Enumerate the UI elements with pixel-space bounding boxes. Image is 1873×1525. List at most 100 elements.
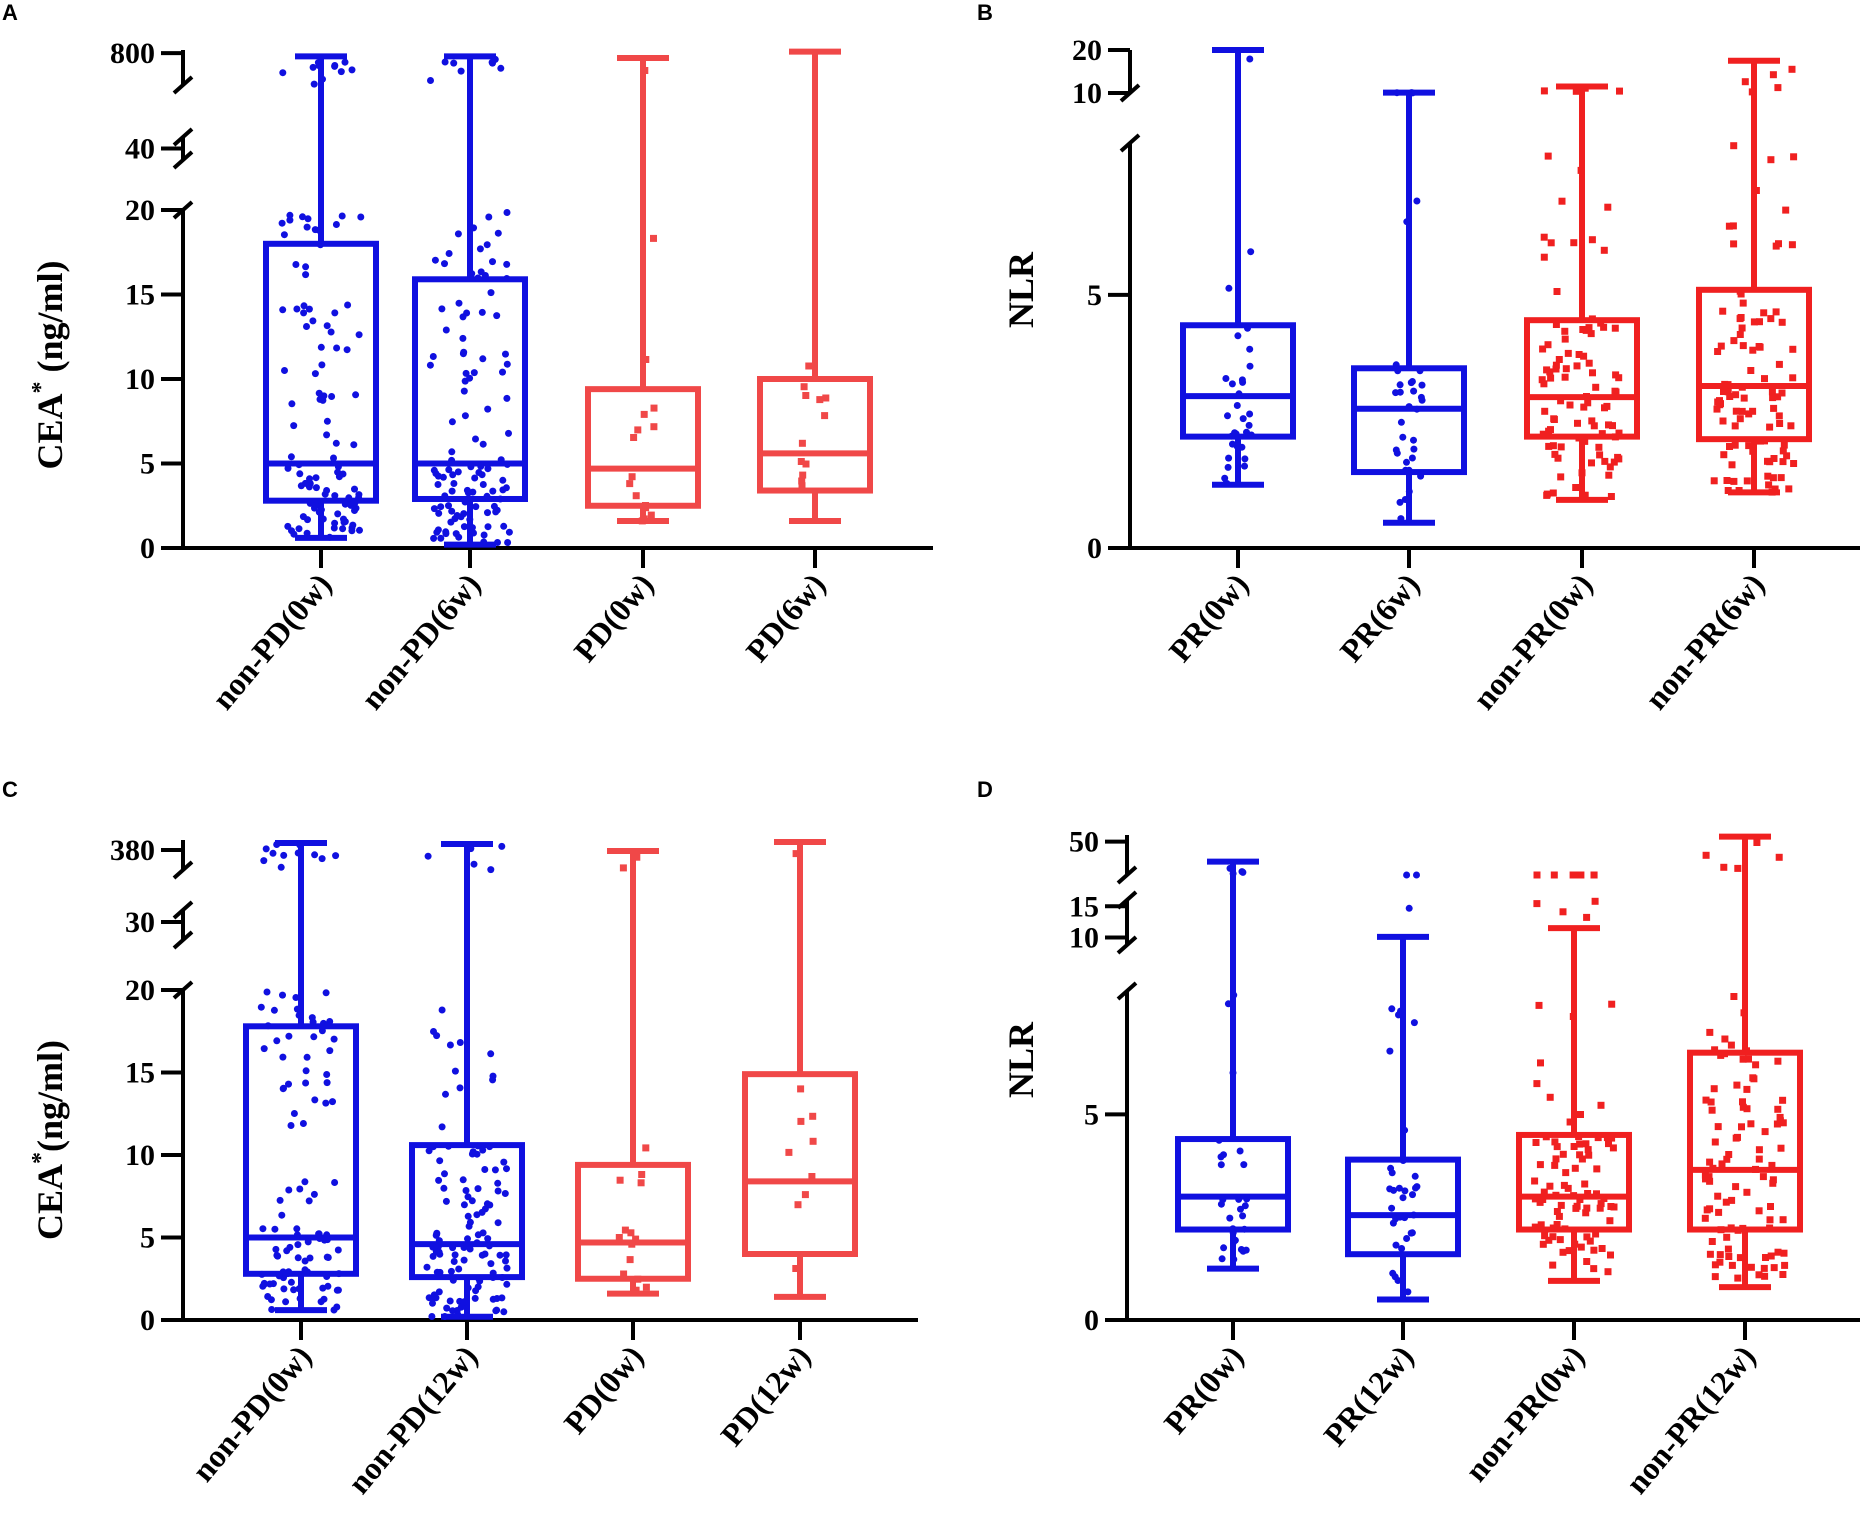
- data-point: [640, 410, 648, 418]
- data-point: [1561, 335, 1569, 343]
- data-point: [620, 1270, 628, 1278]
- data-point: [1747, 367, 1755, 374]
- data-point: [1572, 1204, 1580, 1212]
- data-point: [502, 1257, 509, 1265]
- data-point: [1231, 1236, 1239, 1244]
- data-point: [1401, 1187, 1409, 1195]
- data-point: [498, 842, 506, 850]
- data-point: [1707, 1098, 1715, 1106]
- data-point: [460, 1201, 468, 1209]
- data-point: [616, 1176, 624, 1184]
- data-point: [1235, 1195, 1243, 1203]
- data-point: [1609, 1144, 1617, 1152]
- data-point: [1741, 78, 1749, 86]
- data-point: [459, 1176, 467, 1184]
- box-non-PR(0w): [1516, 871, 1632, 1284]
- data-point: [303, 323, 310, 330]
- data-point: [1781, 1261, 1789, 1269]
- data-point: [1550, 415, 1558, 423]
- data-point: [792, 850, 800, 858]
- data-point: [429, 1252, 437, 1260]
- data-point: [302, 1067, 310, 1075]
- data-point: [319, 515, 327, 523]
- y-axis-label-units: (ng/ml): [30, 1040, 70, 1152]
- data-point: [477, 268, 485, 276]
- data-point: [1711, 1261, 1719, 1269]
- box-PD(12w): [742, 839, 858, 1300]
- data-point: [435, 1176, 443, 1184]
- data-point: [1215, 1136, 1223, 1144]
- data-point: [504, 539, 512, 546]
- data-point: [322, 1099, 330, 1107]
- data-point: [480, 531, 488, 539]
- data-point: [1551, 1138, 1559, 1146]
- data-point: [339, 470, 347, 478]
- data-point: [1608, 1000, 1616, 1008]
- data-point: [286, 216, 294, 224]
- data-point: [281, 367, 288, 374]
- data-point: [448, 487, 456, 495]
- data-point: [615, 1234, 623, 1241]
- data-point: [296, 841, 304, 849]
- data-point: [1590, 1265, 1598, 1273]
- data-point: [1774, 1057, 1782, 1065]
- data-point: [1576, 1151, 1584, 1159]
- y-tick-label: 20: [125, 974, 155, 1007]
- data-point: [320, 1019, 327, 1027]
- data-point: [454, 230, 462, 238]
- data-point: [1779, 1271, 1787, 1278]
- data-point: [312, 484, 320, 492]
- data-point: [1546, 1093, 1554, 1101]
- data-point: [1766, 423, 1774, 431]
- data-point: [1566, 401, 1574, 409]
- data-point: [476, 245, 484, 253]
- data-point: [1562, 1169, 1570, 1177]
- x-tick-label: PD(0w): [557, 1338, 651, 1440]
- data-point: [460, 348, 468, 356]
- data-point: [1732, 1183, 1740, 1191]
- data-point: [1393, 89, 1401, 97]
- data-point: [348, 66, 356, 74]
- y-axis-label-units: (ng/ml): [30, 260, 70, 381]
- y-tick-label: 10: [125, 1139, 155, 1172]
- data-point: [1242, 1246, 1250, 1254]
- data-point: [1403, 458, 1410, 466]
- data-point: [1738, 1123, 1745, 1131]
- data-point: [1598, 1245, 1606, 1252]
- data-point: [1533, 900, 1541, 908]
- x-tick-label: non-PD(0w): [185, 1338, 319, 1488]
- data-point: [1405, 466, 1413, 474]
- data-point: [1738, 407, 1746, 415]
- y-tick-label: 30: [125, 906, 155, 939]
- data-point: [471, 1294, 479, 1302]
- data-point: [1588, 315, 1596, 323]
- data-point: [1561, 373, 1569, 381]
- data-point: [1790, 153, 1798, 161]
- data-point: [1561, 327, 1569, 335]
- data-point: [327, 328, 335, 336]
- data-point: [1768, 488, 1776, 496]
- box-iqr: [757, 376, 873, 494]
- data-point: [1549, 1261, 1557, 1269]
- data-point: [466, 1218, 474, 1226]
- data-point: [1764, 472, 1772, 480]
- data-point: [487, 866, 495, 874]
- axis-break-mark: [172, 127, 194, 147]
- data-point: [295, 461, 303, 469]
- data-point: [1752, 187, 1760, 194]
- data-point: [1562, 365, 1570, 373]
- data-point: [332, 439, 340, 447]
- data-point: [331, 62, 339, 70]
- data-point: [1396, 388, 1404, 396]
- data-point: [304, 215, 312, 223]
- data-point: [439, 473, 447, 481]
- data-point: [282, 1298, 290, 1306]
- x-tick-label: PR(0w): [1162, 566, 1256, 668]
- data-point: [1767, 1203, 1774, 1210]
- box-iqr: [585, 386, 701, 509]
- data-point: [1743, 1085, 1751, 1093]
- data-point: [457, 513, 465, 521]
- data-point: [425, 1294, 433, 1302]
- data-point: [626, 480, 634, 488]
